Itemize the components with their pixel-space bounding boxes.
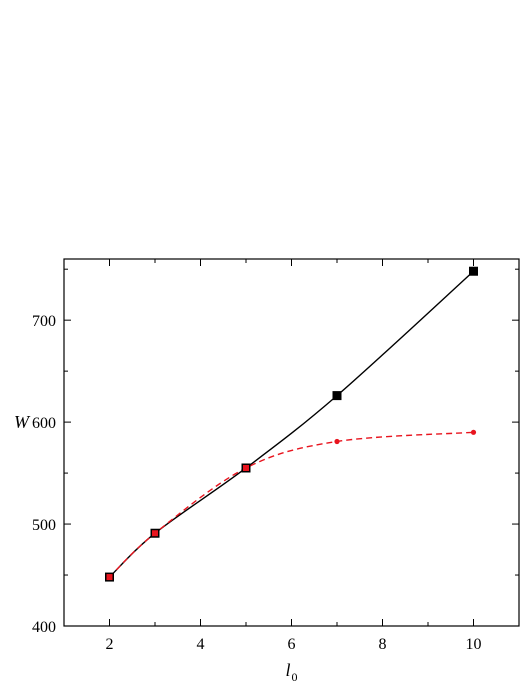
series-markers — [105, 266, 478, 582]
circle-marker — [334, 438, 340, 445]
x-tick-label: 8 — [379, 636, 387, 653]
tick-labels: 2 4 6 8 10 400 500 600 700 — [32, 313, 482, 653]
y-axis-title: W — [14, 412, 31, 432]
y-tick-label: 700 — [32, 313, 56, 330]
x-tick-label: 10 — [466, 636, 482, 653]
circle-marker — [243, 464, 249, 471]
square-marker — [469, 266, 478, 276]
series-line-1 — [109, 270, 474, 578]
y-tick-label: 400 — [32, 619, 56, 636]
x-tick-label: 4 — [197, 636, 205, 653]
series-lines — [109, 270, 474, 578]
x-tick-label: 6 — [288, 636, 296, 653]
x-tick-label: 2 — [106, 636, 114, 653]
x-axis-title-subscript: 0 — [292, 670, 298, 684]
square-marker — [332, 391, 342, 401]
x-axis-title-main: l — [286, 660, 291, 680]
circle-marker — [470, 429, 477, 435]
x-axis-title: l0 — [286, 660, 298, 684]
circle-marker — [152, 530, 158, 537]
axis-ticks — [63, 259, 520, 627]
plot-frame — [63, 258, 520, 627]
series-line-2 — [109, 431, 474, 578]
circle-marker — [106, 574, 113, 581]
y-tick-label: 600 — [32, 415, 56, 432]
y-tick-label: 500 — [32, 517, 56, 534]
